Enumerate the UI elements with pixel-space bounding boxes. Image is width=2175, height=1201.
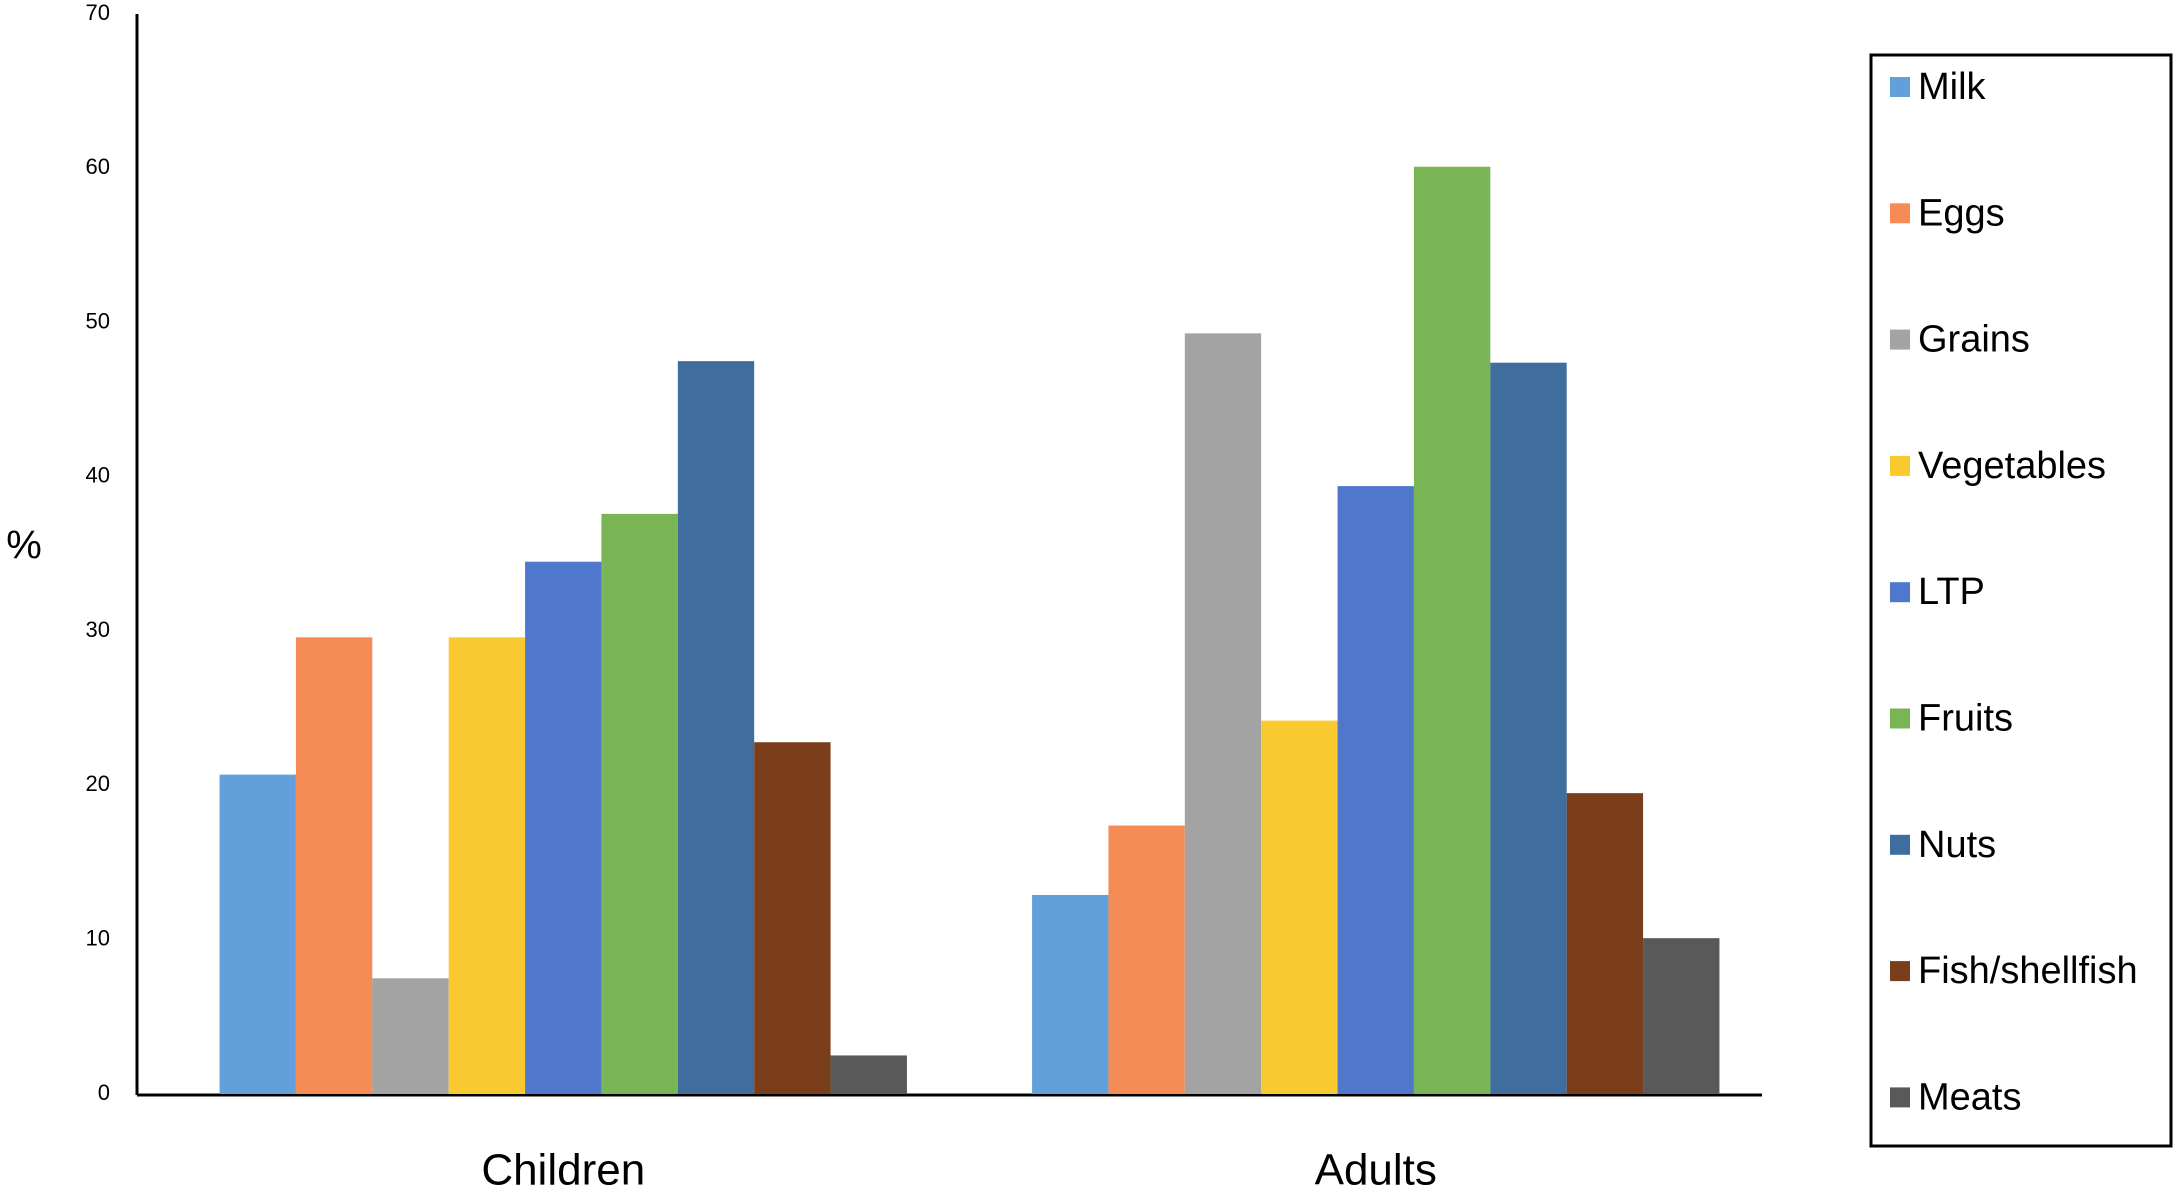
bar <box>1184 333 1262 1094</box>
y-tick-label: 20 <box>86 771 110 796</box>
y-tick-label: 10 <box>86 926 110 951</box>
bar <box>1490 362 1567 1095</box>
legend-swatch <box>1890 834 1910 855</box>
legend-label: Grains <box>1918 319 2030 361</box>
legend-swatch <box>1890 455 1910 476</box>
legend-label: Fruits <box>1918 698 2013 740</box>
x-tick-label: Adults <box>1315 1146 1437 1195</box>
legend-swatch <box>1890 203 1910 224</box>
bar <box>1261 720 1338 1094</box>
bar <box>1032 894 1109 1094</box>
bar <box>525 561 602 1094</box>
y-tick-label: 70 <box>86 0 110 25</box>
legend-label: Fish/shellfish <box>1918 950 2138 992</box>
legend-swatch <box>1890 77 1910 97</box>
legend-label: Eggs <box>1918 192 2005 234</box>
bar <box>1337 486 1414 1095</box>
legend-label: Vegetables <box>1918 445 2106 487</box>
y-tick-label: 60 <box>86 154 110 179</box>
bar <box>601 513 678 1094</box>
y-tick-label: 40 <box>86 463 110 488</box>
legend-label: Milk <box>1918 66 1987 108</box>
y-tick-label: 30 <box>86 617 110 642</box>
bar <box>372 978 449 1094</box>
legend-label: LTP <box>1918 571 1985 613</box>
legend-label: Nuts <box>1918 824 1996 866</box>
legend-swatch <box>1890 1087 1910 1108</box>
x-tick-label: Children <box>481 1146 645 1195</box>
bar <box>1413 166 1491 1094</box>
legend-box <box>1869 53 2173 1148</box>
bar <box>219 774 296 1094</box>
bar <box>830 1055 907 1094</box>
y-tick-label: 0 <box>98 1080 110 1105</box>
bar <box>1566 793 1644 1094</box>
bar <box>1643 938 1720 1094</box>
bar <box>754 742 831 1094</box>
y-tick-label: 50 <box>86 308 110 333</box>
bar <box>448 637 526 1094</box>
bar <box>295 637 373 1094</box>
y-axis-label: % <box>6 524 42 568</box>
legend-swatch <box>1890 961 1910 982</box>
legend-swatch <box>1890 708 1910 729</box>
legend-label: Meats <box>1918 1076 2021 1118</box>
legend-swatch <box>1890 329 1910 350</box>
legend-swatch <box>1890 582 1910 603</box>
bar <box>1108 825 1185 1094</box>
bar <box>677 361 755 1095</box>
